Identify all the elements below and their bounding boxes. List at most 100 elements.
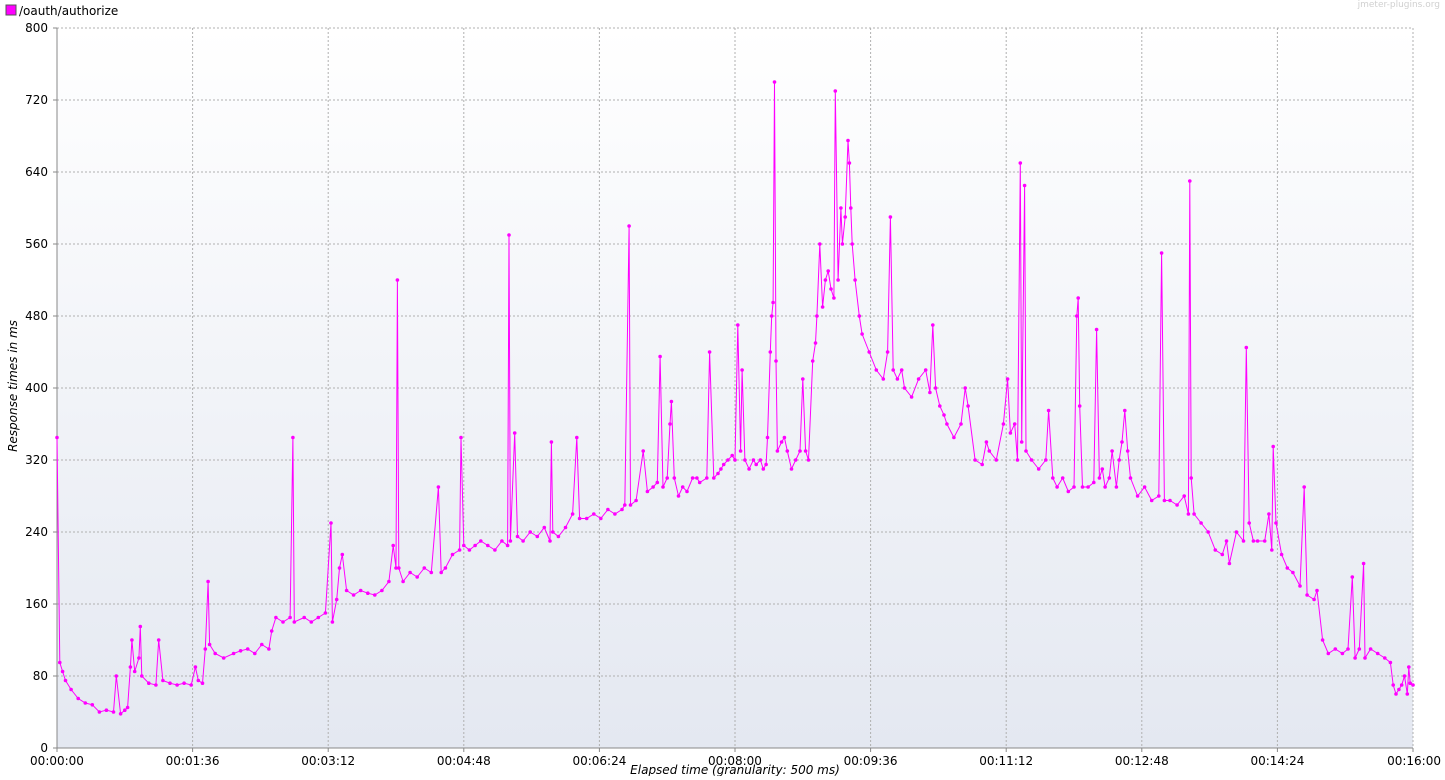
data-point	[1036, 467, 1041, 471]
data-point	[606, 507, 610, 512]
data-point	[269, 629, 274, 633]
data-point	[758, 458, 763, 462]
data-point	[575, 435, 579, 440]
data-point	[1206, 530, 1210, 534]
data-point	[548, 539, 552, 543]
data-point	[563, 525, 568, 530]
data-point	[1072, 485, 1076, 489]
data-point	[556, 534, 561, 539]
data-point	[340, 552, 345, 557]
data-point	[473, 543, 477, 548]
data-point	[885, 350, 890, 354]
data-point	[168, 681, 172, 685]
x-tick-label: 00:14:24	[1250, 754, 1304, 768]
data-point	[1055, 485, 1059, 489]
data-point	[782, 435, 787, 440]
data-point	[175, 683, 179, 687]
data-point	[1046, 408, 1051, 413]
data-point	[1262, 539, 1267, 543]
data-point	[1353, 656, 1357, 660]
data-point	[685, 489, 689, 494]
data-point	[337, 566, 342, 570]
data-point	[429, 570, 434, 575]
data-point	[620, 507, 624, 512]
data-point	[719, 467, 723, 471]
data-point	[97, 710, 102, 714]
data-point	[751, 458, 756, 462]
data-point	[373, 593, 377, 597]
data-point	[891, 368, 895, 372]
data-point	[570, 512, 575, 516]
data-point	[867, 350, 871, 354]
data-point	[798, 449, 802, 453]
data-point	[334, 597, 339, 602]
data-point	[959, 422, 963, 426]
data-point	[806, 458, 811, 462]
data-point	[147, 681, 151, 685]
y-tick-label: 560	[25, 237, 48, 251]
data-point	[111, 710, 116, 714]
data-point	[206, 579, 210, 584]
data-point	[764, 462, 768, 467]
data-point	[815, 314, 819, 318]
data-point	[779, 440, 784, 444]
data-point	[1241, 539, 1246, 543]
data-point	[193, 665, 198, 669]
data-point	[213, 651, 217, 656]
data-point	[459, 435, 463, 440]
data-point	[697, 480, 702, 485]
data-point	[1255, 539, 1260, 543]
data-point	[846, 138, 850, 143]
data-point	[899, 368, 904, 372]
data-point	[874, 368, 879, 372]
data-point	[1267, 512, 1271, 516]
data-point	[1285, 566, 1290, 570]
data-point	[881, 377, 886, 381]
data-point	[733, 458, 737, 462]
data-point	[1001, 422, 1006, 426]
data-point	[231, 651, 236, 656]
data-point	[551, 530, 555, 534]
data-point	[391, 543, 396, 548]
data-point	[521, 539, 525, 543]
data-point	[785, 449, 790, 453]
data-point	[1024, 449, 1028, 453]
data-point	[1125, 449, 1130, 453]
data-point	[707, 350, 712, 354]
data-point	[1123, 408, 1127, 413]
series-oauth-authorize	[55, 80, 1415, 716]
data-point	[860, 332, 864, 336]
data-point	[789, 467, 794, 471]
data-point	[1029, 458, 1034, 462]
data-point	[467, 548, 472, 552]
data-point	[1142, 485, 1147, 489]
data-point	[909, 395, 914, 399]
legend-label: /oauth/authorize	[19, 4, 118, 18]
data-point	[829, 287, 833, 291]
data-point	[130, 638, 134, 642]
data-point	[655, 480, 660, 485]
data-point	[853, 278, 857, 282]
data-point	[1291, 570, 1295, 575]
data-point	[1008, 431, 1013, 435]
data-point	[69, 687, 73, 692]
data-point	[584, 516, 589, 521]
data-point	[281, 620, 285, 624]
data-point	[132, 669, 137, 674]
data-point	[1270, 548, 1274, 552]
data-point	[843, 215, 847, 219]
data-point	[63, 678, 68, 683]
data-point	[302, 615, 307, 620]
x-axis-ticks: 00:00:00 00:01:36 00:03:12 00:04:48 00:06:24…	[30, 748, 1441, 768]
data-point	[1012, 422, 1017, 426]
data-point	[1315, 588, 1319, 593]
x-tick-label: 00:01:36	[166, 754, 220, 768]
gridlines	[57, 27, 1414, 748]
data-point	[1388, 660, 1393, 665]
data-point	[669, 399, 674, 404]
y-tick-label: 160	[25, 597, 48, 611]
data-point	[1234, 530, 1239, 534]
x-tick-label: 00:16:00	[1387, 754, 1441, 768]
data-point	[394, 566, 398, 570]
data-point	[1188, 179, 1192, 183]
